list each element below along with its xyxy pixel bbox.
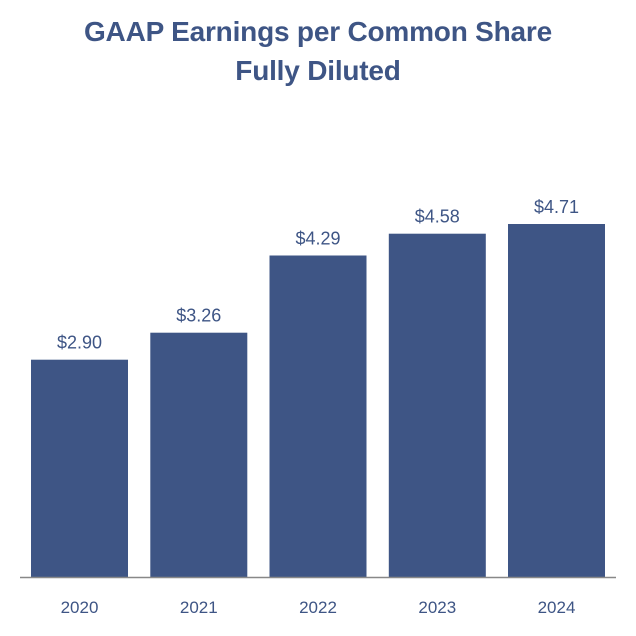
x-tick-label-2024: 2024 <box>538 598 576 617</box>
chart-title: GAAP Earnings per Common Share <box>83 16 553 47</box>
bar-2022 <box>269 255 367 577</box>
chart-subtitle: Fully Diluted <box>235 55 401 86</box>
x-tick-label-2023: 2023 <box>418 598 456 617</box>
bar-2024 <box>508 224 605 577</box>
x-tick-label-2022: 2022 <box>299 598 337 617</box>
x-tick-label-2021: 2021 <box>180 598 218 617</box>
bar-2020 <box>31 359 128 577</box>
data-label-2021: $3.26 <box>176 306 221 326</box>
bar-2023 <box>388 233 486 577</box>
x-tick-label-2020: 2020 <box>61 598 99 617</box>
bar-2021 <box>150 332 248 577</box>
data-label-2020: $2.90 <box>57 333 102 353</box>
data-label-2024: $4.71 <box>534 197 579 217</box>
data-label-2022: $4.29 <box>295 229 340 249</box>
data-label-2023: $4.58 <box>415 207 460 227</box>
